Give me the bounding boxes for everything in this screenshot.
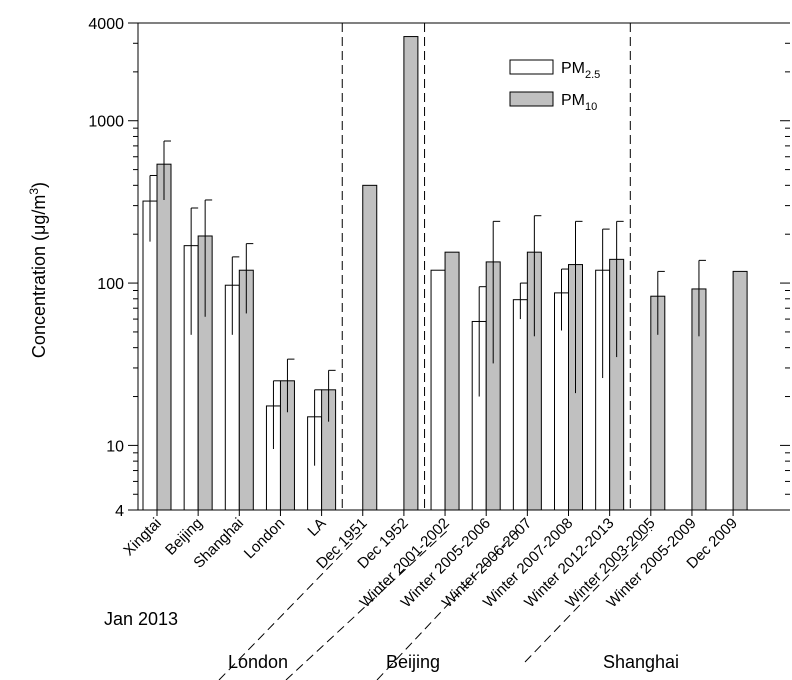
y-axis-title-superscript: 3 (27, 188, 41, 195)
legend-label: PM10 (561, 92, 597, 113)
legend-label-main: PM (561, 60, 585, 77)
category-label: London (241, 515, 288, 562)
legend-swatch-pm25 (509, 59, 554, 75)
legend-label-main: PM (561, 92, 585, 109)
y-axis-title-text: Concentration (μg/m (29, 195, 49, 358)
group-label: Shanghai (603, 652, 679, 672)
bar-pm10 (156, 163, 172, 511)
y-axis-title-close: ) (29, 182, 49, 188)
y-tick-label: 4 (115, 503, 124, 520)
legend-label-subscript: 10 (585, 101, 597, 113)
group-separator-diagonal (524, 529, 653, 663)
bar-pm10 (362, 184, 378, 511)
group-separator-diagonal (218, 529, 366, 680)
category-label: LA (304, 515, 329, 540)
group-separator-diagonal (285, 529, 449, 680)
y-tick-label: 4000 (88, 16, 124, 33)
legend-label: PM2.5 (561, 60, 600, 81)
bar-pm10 (403, 36, 419, 511)
group-label: Jan 2013 (104, 609, 178, 629)
y-tick-label: 100 (97, 276, 124, 293)
category-label: Xingtai (120, 515, 164, 559)
group-separator-diagonal (376, 529, 519, 680)
legend-swatch-pm10 (509, 91, 554, 107)
bar-pm25 (512, 299, 528, 511)
bar-pm25 (430, 269, 446, 511)
bar-pm25 (142, 200, 158, 511)
y-axis-title: Concentration (μg/m3) (27, 182, 49, 358)
legend-label-subscript: 2.5 (585, 69, 600, 81)
bar-pm10 (732, 270, 748, 511)
bar-pm10 (444, 251, 460, 511)
group-label: London (228, 652, 288, 672)
y-tick-label: 1000 (88, 114, 124, 131)
y-tick-label: 10 (106, 438, 124, 455)
group-label: Beijing (386, 652, 440, 672)
